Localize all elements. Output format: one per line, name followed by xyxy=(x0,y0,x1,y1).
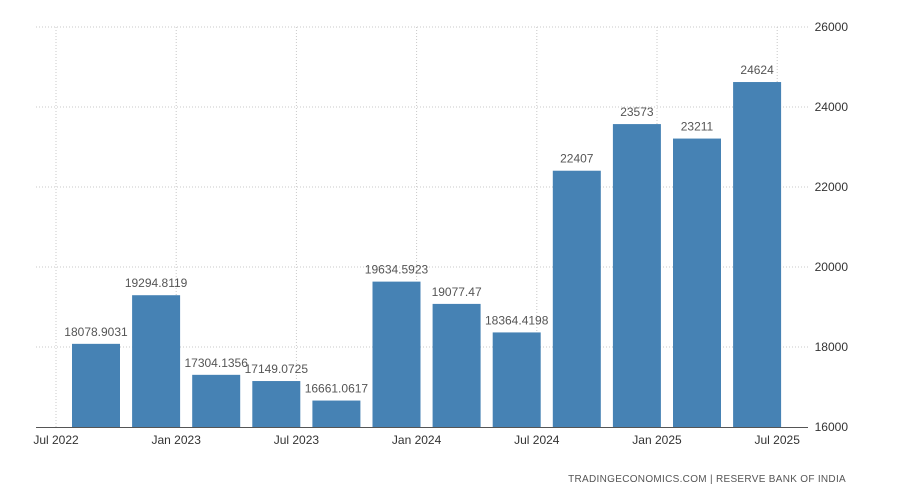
bar xyxy=(252,381,301,427)
bar-value-label: 16661.0617 xyxy=(305,382,369,396)
bars xyxy=(72,82,782,427)
bar xyxy=(733,82,782,427)
bar xyxy=(612,124,661,427)
y-tick-label: 26000 xyxy=(815,20,849,34)
bar xyxy=(132,295,181,427)
axes: 16000 18000 20000 22000 24000 26000 Jul 2022 Ja… xyxy=(33,20,848,447)
bar xyxy=(192,374,241,427)
bar-value-label: 23211 xyxy=(681,120,714,134)
y-tick-label: 22000 xyxy=(815,180,849,194)
bar-value-label: 23573 xyxy=(620,105,654,119)
bar-value-label: 24624 xyxy=(740,63,774,77)
bar xyxy=(432,303,481,427)
bar xyxy=(312,400,361,427)
bar-value-label: 19294.8119 xyxy=(125,276,188,290)
x-tick-label: Jan 2024 xyxy=(392,433,442,447)
x-tick-label: Jan 2025 xyxy=(632,433,682,447)
x-tick-label: Jul 2024 xyxy=(514,433,560,447)
x-tick-label: Jan 2023 xyxy=(152,433,202,447)
bar xyxy=(72,343,120,427)
bar-value-label: 19634.5923 xyxy=(365,263,429,277)
data-labels: 18078.9031 19294.8119 17304.135617149.0725… xyxy=(64,63,774,396)
bar-value-label: 18364.4198 xyxy=(485,313,549,327)
y-tick-label: 16000 xyxy=(815,420,849,434)
bar xyxy=(372,281,421,427)
y-tick-label: 18000 xyxy=(815,340,849,354)
bar-value-label: 22407 xyxy=(560,152,594,166)
source-label: TRADINGECONOMICS.COM | RESERVE BANK OF I… xyxy=(568,474,846,485)
bar-value-label: 17149.0725 xyxy=(245,362,309,376)
y-tick-label: 24000 xyxy=(815,100,849,114)
bar-value-label: 17304.1356 xyxy=(184,356,248,370)
bar xyxy=(492,332,541,427)
y-tick-label: 20000 xyxy=(815,260,849,274)
bar-value-label: 18078.9031 xyxy=(64,325,128,339)
bar xyxy=(673,138,721,427)
bar xyxy=(552,170,601,427)
bar-value-label: 19077.47 xyxy=(432,285,482,299)
x-tick-label: Jul 2023 xyxy=(274,433,320,447)
x-tick-label: Jul 2025 xyxy=(755,433,801,447)
x-tick-label: Jul 2022 xyxy=(33,433,79,447)
